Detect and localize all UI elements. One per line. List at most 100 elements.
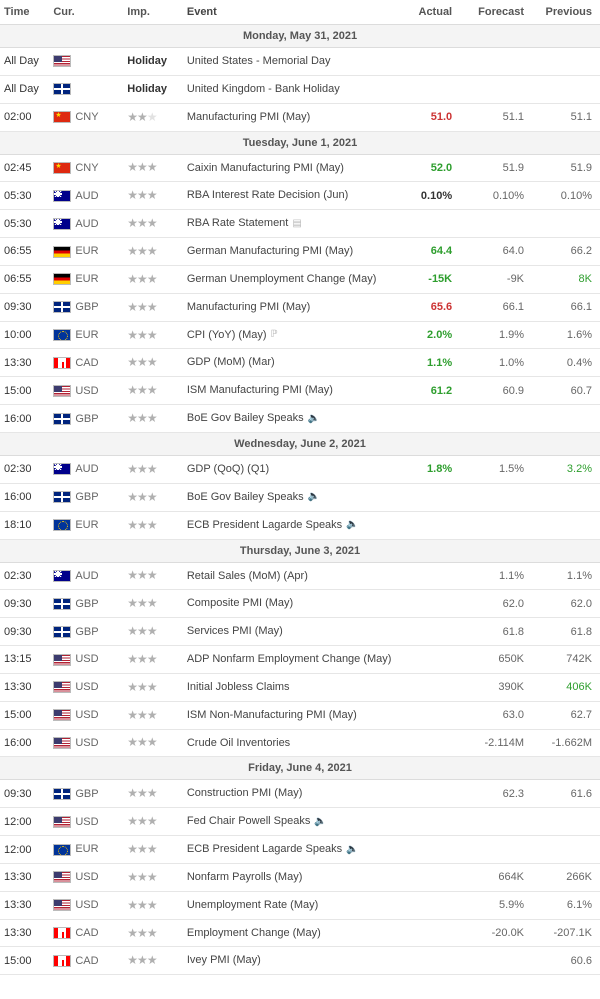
event-row[interactable]: 02:45CNY★★★Caixin Manufacturing PMI (May… (0, 154, 600, 182)
event-row[interactable]: 05:30AUD★★★RBA Interest Rate Decision (J… (0, 182, 600, 210)
economic-calendar-table: Time Cur. Imp. Event Actual Forecast Pre… (0, 0, 600, 975)
event-row[interactable]: 02:30AUD★★★Retail Sales (MoM) (Apr)1.1%1… (0, 562, 600, 590)
cell-event[interactable]: Initial Jobless Claims (183, 673, 397, 701)
cell-event[interactable]: Manufacturing PMI (May) (183, 103, 397, 131)
cell-currency: GBP (49, 293, 123, 321)
cell-event[interactable]: RBA Rate Statement▤ (183, 210, 397, 238)
event-row[interactable]: 05:30AUD★★★RBA Rate Statement▤ (0, 210, 600, 238)
star-icon: ★ (127, 681, 137, 693)
cell-event[interactable]: GDP (QoQ) (Q1) (183, 455, 397, 483)
event-row[interactable]: 13:30USD★★★Nonfarm Payrolls (May)664K266… (0, 863, 600, 891)
currency-code: GBP (75, 301, 98, 313)
event-row[interactable]: All DayHolidayUnited States - Memorial D… (0, 48, 600, 76)
cell-currency: GBP (49, 483, 123, 511)
event-name: United Kingdom - Bank Holiday (187, 83, 340, 95)
event-row[interactable]: 09:30GBP★★★Manufacturing PMI (May)65.666… (0, 293, 600, 321)
cell-event[interactable]: Fed Chair Powell Speaks🔈 (183, 808, 397, 836)
day-header-row: Wednesday, June 2, 2021 (0, 432, 600, 455)
event-row[interactable]: 13:30USD★★★Initial Jobless Claims390K406… (0, 673, 600, 701)
event-row[interactable]: All DayHolidayUnited Kingdom - Bank Holi… (0, 75, 600, 103)
cell-event[interactable]: German Unemployment Change (May) (183, 265, 397, 293)
cell-event[interactable]: Caixin Manufacturing PMI (May) (183, 154, 397, 182)
cell-event[interactable]: BoE Gov Bailey Speaks🔈 (183, 405, 397, 433)
cell-event[interactable]: ECB President Lagarde Speaks🔈 (183, 836, 397, 864)
cell-event[interactable]: ECB President Lagarde Speaks🔈 (183, 511, 397, 539)
event-name: United States - Memorial Day (187, 55, 331, 67)
star-icon: ★ (147, 273, 157, 285)
cell-currency: USD (49, 808, 123, 836)
cell-event[interactable]: United Kingdom - Bank Holiday (183, 75, 397, 103)
flag-icon (53, 162, 71, 174)
star-icon: ★ (147, 189, 157, 201)
event-row[interactable]: 15:00USD★★★ISM Manufacturing PMI (May)61… (0, 377, 600, 405)
header-currency[interactable]: Cur. (49, 0, 123, 25)
cell-event[interactable]: Ivey PMI (May) (183, 947, 397, 975)
cell-event[interactable]: Construction PMI (May) (183, 780, 397, 808)
cell-event[interactable]: Crude Oil Inventories (183, 729, 397, 757)
event-name: BoE Gov Bailey Speaks (187, 412, 304, 424)
currency-code: CAD (75, 927, 98, 939)
event-row[interactable]: 10:00EUR★★★CPI (YoY) (May)ℙ2.0%1.9%1.6% (0, 321, 600, 349)
event-row[interactable]: 12:00USD★★★Fed Chair Powell Speaks🔈 (0, 808, 600, 836)
cell-currency (49, 75, 123, 103)
header-importance[interactable]: Imp. (123, 0, 183, 25)
event-row[interactable]: 16:00GBP★★★BoE Gov Bailey Speaks🔈 (0, 405, 600, 433)
event-row[interactable]: 13:30CAD★★★GDP (MoM) (Mar)1.1%1.0%0.4% (0, 349, 600, 377)
cell-actual (397, 590, 457, 618)
cell-time: 09:30 (0, 618, 49, 646)
cell-event[interactable]: Nonfarm Payrolls (May) (183, 863, 397, 891)
cell-importance: ★★★ (123, 210, 183, 238)
event-row[interactable]: 13:30CAD★★★Employment Change (May)-20.0K… (0, 919, 600, 947)
event-row[interactable]: 15:00CAD★★★Ivey PMI (May)60.6 (0, 947, 600, 975)
event-row[interactable]: 02:00CNY★★★Manufacturing PMI (May)51.051… (0, 103, 600, 131)
event-row[interactable]: 13:30USD★★★Unemployment Rate (May)5.9%6.… (0, 891, 600, 919)
cell-event[interactable]: BoE Gov Bailey Speaks🔈 (183, 483, 397, 511)
header-forecast[interactable]: Forecast (456, 0, 528, 25)
star-icon: ★ (147, 519, 157, 531)
cell-importance: ★★★ (123, 238, 183, 266)
cell-previous: 61.6 (528, 780, 600, 808)
event-row[interactable]: 06:55EUR★★★German Manufacturing PMI (May… (0, 238, 600, 266)
cell-event[interactable]: United States - Memorial Day (183, 48, 397, 76)
event-name: Initial Jobless Claims (187, 681, 290, 693)
cell-currency: USD (49, 891, 123, 919)
cell-currency: EUR (49, 265, 123, 293)
cell-event[interactable]: Services PMI (May) (183, 618, 397, 646)
event-row[interactable]: 16:00USD★★★Crude Oil Inventories-2.114M-… (0, 729, 600, 757)
event-row[interactable]: 12:00EUR★★★ECB President Lagarde Speaks🔈 (0, 836, 600, 864)
cell-event[interactable]: Employment Change (May) (183, 919, 397, 947)
event-row[interactable]: 09:30GBP★★★Services PMI (May)61.861.8 (0, 618, 600, 646)
cell-event[interactable]: Retail Sales (MoM) (Apr) (183, 562, 397, 590)
star-icon: ★ (137, 384, 147, 396)
event-row[interactable]: 09:30GBP★★★Composite PMI (May)62.062.0 (0, 590, 600, 618)
header-previous[interactable]: Previous (528, 0, 600, 25)
header-actual[interactable]: Actual (397, 0, 457, 25)
event-row[interactable]: 09:30GBP★★★Construction PMI (May)62.361.… (0, 780, 600, 808)
star-icon: ★ (147, 161, 157, 173)
day-header-label: Tuesday, June 1, 2021 (0, 131, 600, 154)
star-icon: ★ (127, 329, 137, 341)
event-row[interactable]: 06:55EUR★★★German Unemployment Change (M… (0, 265, 600, 293)
header-event[interactable]: Event (183, 0, 397, 25)
event-row[interactable]: 02:30AUD★★★GDP (QoQ) (Q1)1.8%1.5%3.2% (0, 455, 600, 483)
cell-event[interactable]: Manufacturing PMI (May) (183, 293, 397, 321)
cell-event[interactable]: ISM Manufacturing PMI (May) (183, 377, 397, 405)
star-icon: ★ (147, 709, 157, 721)
cell-event[interactable]: GDP (MoM) (Mar) (183, 349, 397, 377)
cell-event[interactable]: ADP Nonfarm Employment Change (May) (183, 646, 397, 674)
event-row[interactable]: 13:15USD★★★ADP Nonfarm Employment Change… (0, 646, 600, 674)
cell-event[interactable]: CPI (YoY) (May)ℙ (183, 321, 397, 349)
cell-currency: GBP (49, 780, 123, 808)
cell-event[interactable]: Composite PMI (May) (183, 590, 397, 618)
event-row[interactable]: 15:00USD★★★ISM Non-Manufacturing PMI (Ma… (0, 701, 600, 729)
event-row[interactable]: 18:10EUR★★★ECB President Lagarde Speaks🔈 (0, 511, 600, 539)
cell-event[interactable]: ISM Non-Manufacturing PMI (May) (183, 701, 397, 729)
cell-actual (397, 729, 457, 757)
star-icon: ★ (127, 356, 137, 368)
cell-event[interactable]: German Manufacturing PMI (May) (183, 238, 397, 266)
cell-event[interactable]: Unemployment Rate (May) (183, 891, 397, 919)
importance-stars: ★★★ (127, 737, 156, 749)
header-time[interactable]: Time (0, 0, 49, 25)
cell-event[interactable]: RBA Interest Rate Decision (Jun) (183, 182, 397, 210)
event-row[interactable]: 16:00GBP★★★BoE Gov Bailey Speaks🔈 (0, 483, 600, 511)
